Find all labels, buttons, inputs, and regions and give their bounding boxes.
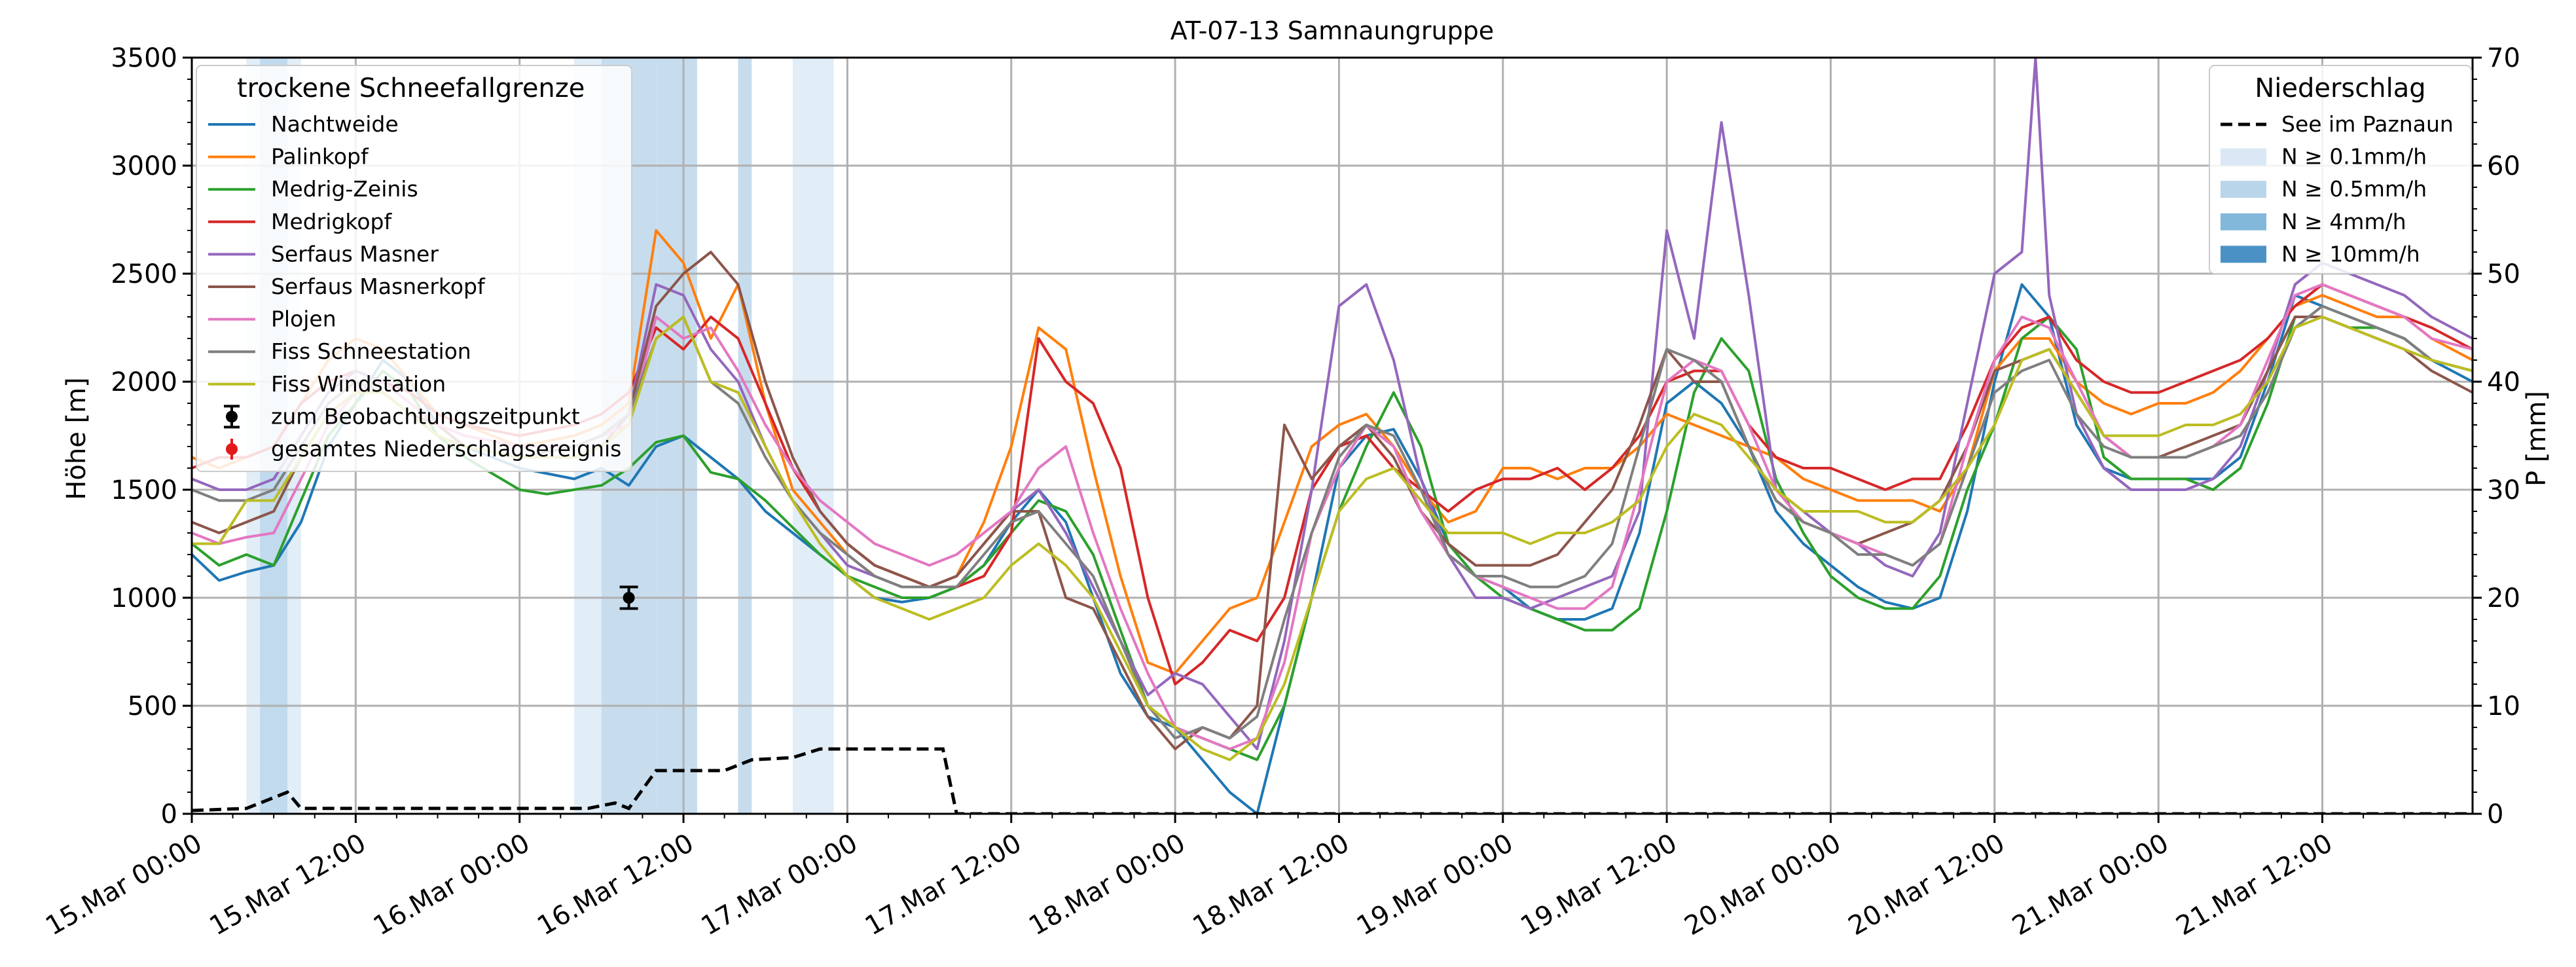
observation-markers — [619, 585, 638, 610]
legend-label: gesamtes Niederschlagsereignis — [271, 436, 621, 462]
y-tick-label: 1500 — [111, 475, 177, 505]
y-tick-label: 3000 — [111, 151, 177, 181]
legend-label: Medrig-Zeinis — [271, 176, 418, 202]
x-tick-label: 16.Mar 12:00 — [532, 828, 698, 941]
plot-frame — [190, 56, 2474, 815]
legend-marker-swatch — [226, 411, 238, 423]
x-tick-label: 19.Mar 00:00 — [1352, 828, 1518, 941]
legend-left-title: trockene Schneefallgrenze — [237, 73, 585, 103]
x-tick-label: 17.Mar 12:00 — [860, 828, 1026, 941]
legend-label: Fiss Windstation — [271, 371, 446, 397]
x-tick-label: 21.Mar 00:00 — [2007, 828, 2173, 941]
precip-band — [792, 58, 834, 814]
y2-tick-label: 30 — [2487, 475, 2520, 505]
legend-right-title: Niederschlag — [2255, 73, 2425, 103]
legend-label: zum Beobachtungszeitpunkt — [271, 403, 580, 429]
legend-label: Fiss Schneestation — [271, 338, 471, 364]
observation-marker — [623, 592, 635, 604]
y-tick-label: 500 — [128, 691, 177, 721]
legend-right-items: See im Paznaun N ≥ 0.1mm/h N ≥ 0.5mm/h N ≥ … — [2221, 111, 2454, 266]
legend-band-swatch — [2221, 246, 2266, 263]
y2-axis-label: P [mm] — [2522, 391, 2552, 486]
x-tick-label: 19.Mar 12:00 — [1515, 828, 1682, 941]
legend-label: Medrigkopf — [271, 209, 392, 234]
legend-label: N ≥ 0.5mm/h — [2281, 176, 2427, 202]
legend-label: N ≥ 10mm/h — [2281, 241, 2420, 266]
legend-band-swatch — [2221, 181, 2266, 198]
series-line — [192, 316, 2473, 761]
y-axis-label: Höhe [m] — [62, 377, 92, 500]
y-tick-label: 1000 — [111, 583, 177, 613]
legend-label: Nachtweide — [271, 111, 399, 137]
legend-label: Plojen — [271, 306, 336, 332]
x-tick-label: 18.Mar 00:00 — [1024, 828, 1190, 941]
y2-tick-label: 50 — [2487, 259, 2520, 289]
legend-left-box — [196, 65, 632, 472]
legend-label: N ≥ 4mm/h — [2281, 209, 2406, 234]
y2-tick-label: 60 — [2487, 151, 2520, 181]
legend-band-swatch — [2221, 213, 2266, 230]
legend-label: N ≥ 0.1mm/h — [2281, 144, 2427, 170]
x-tick-label: 17.Mar 00:00 — [696, 828, 862, 941]
legend-right-box — [2209, 65, 2472, 274]
y-tick-label: 2000 — [111, 367, 177, 397]
y-tick-label: 3500 — [111, 43, 177, 73]
precip-series — [192, 747, 2473, 814]
x-tick-label: 15.Mar 00:00 — [41, 828, 207, 941]
legend-label: Palinkopf — [271, 144, 369, 170]
precip-band — [656, 58, 697, 814]
legend-left-items: Nachtweide Palinkopf Medrig-Zeinis Medrigko… — [208, 111, 621, 462]
x-tick-label: 15.Mar 12:00 — [204, 828, 371, 941]
y2-tick-label: 70 — [2487, 43, 2520, 73]
legend-label: See im Paznaun — [2281, 111, 2454, 137]
y2-tick-label: 0 — [2487, 799, 2503, 830]
x-tick-label: 20.Mar 00:00 — [1680, 828, 1846, 941]
legend-label: Serfaus Masnerkopf — [271, 274, 486, 299]
legend-label: Serfaus Masner — [271, 241, 439, 266]
x-tick-label: 18.Mar 12:00 — [1188, 828, 1354, 941]
legend-right: Niederschlag See im Paznaun N ≥ 0.1mm/h N … — [2209, 65, 2472, 274]
y2-tick-label: 40 — [2487, 367, 2520, 397]
legend-marker-swatch — [226, 443, 238, 455]
y-tick-label: 0 — [161, 799, 177, 830]
y2-tick-label: 20 — [2487, 583, 2520, 613]
legend-band-swatch — [2221, 148, 2266, 166]
legend-left: trockene Schneefallgrenze Nachtweide Pali… — [196, 65, 632, 472]
precip-line — [192, 747, 2473, 814]
x-tick-label: 21.Mar 12:00 — [2171, 828, 2338, 941]
precip-band — [738, 58, 752, 814]
chart-title: AT-07-13 Samnaungruppe — [1170, 16, 1494, 45]
x-tick-label: 16.Mar 00:00 — [369, 828, 535, 941]
x-tick-label: 20.Mar 12:00 — [1843, 828, 2010, 941]
y-tick-label: 2500 — [111, 259, 177, 289]
y2-tick-label: 10 — [2487, 691, 2520, 721]
